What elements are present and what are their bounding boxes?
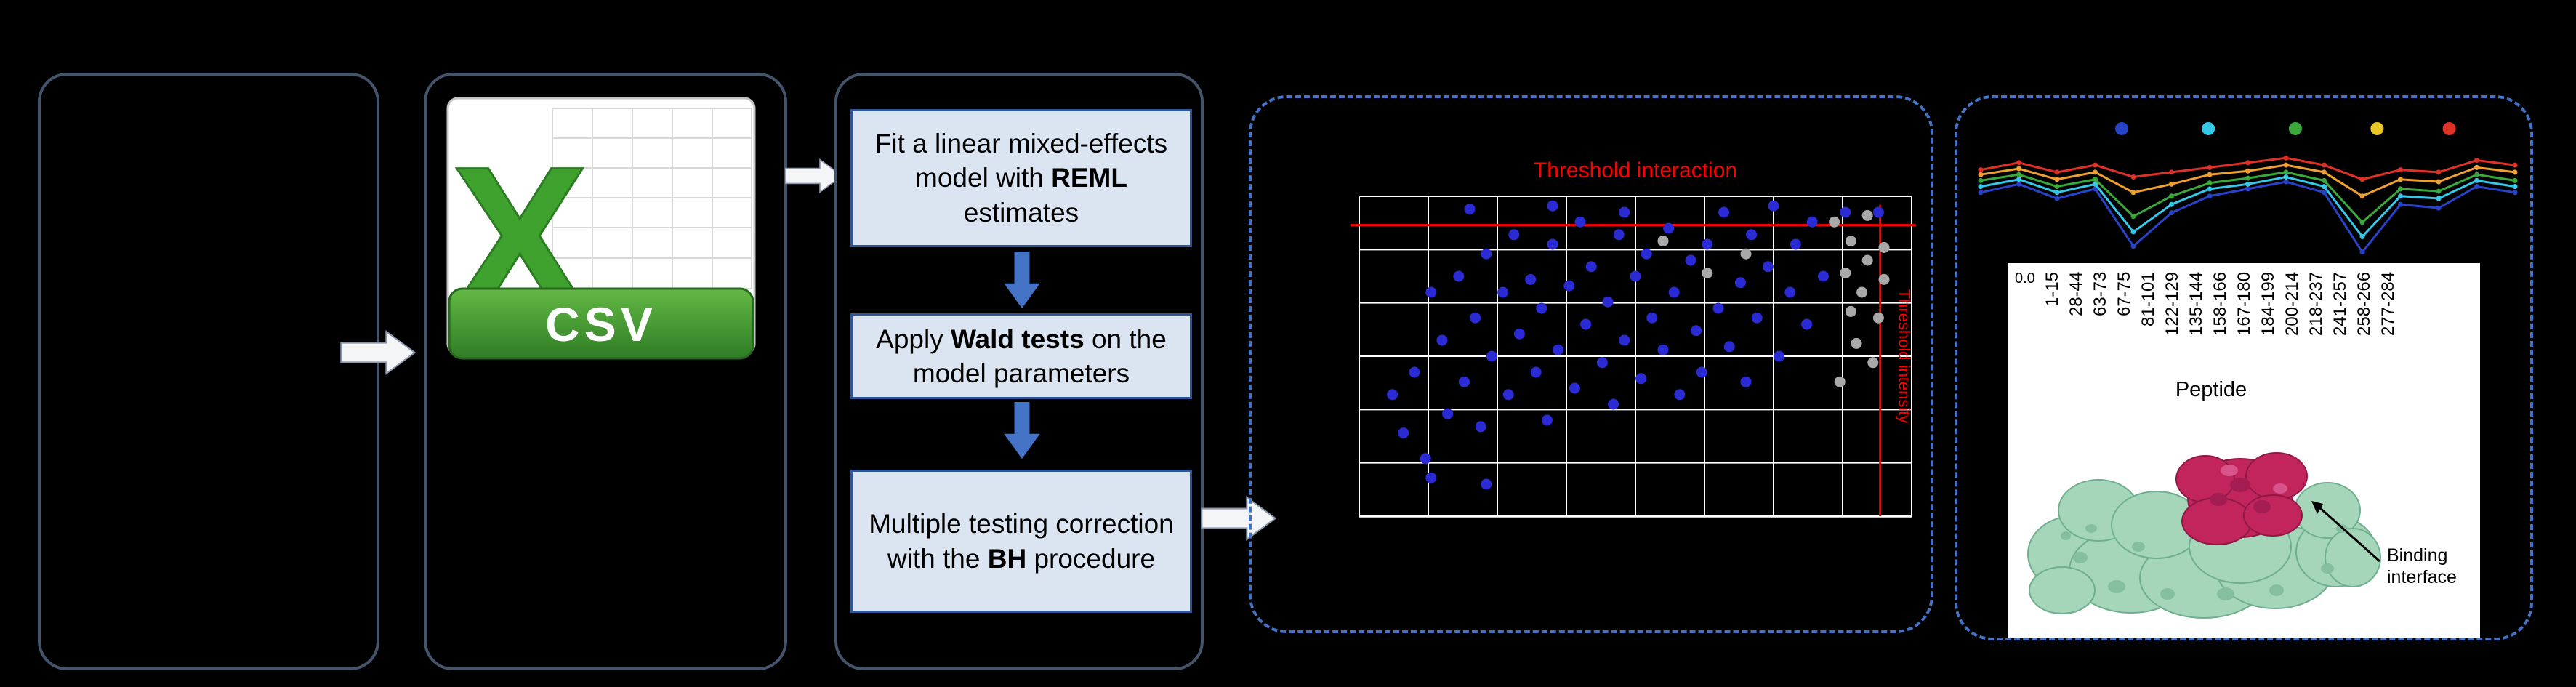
legend-dot-icon: [2202, 122, 2215, 135]
step-text-bold: REML: [1051, 163, 1127, 193]
peptide-tick-label: 135-144: [2186, 271, 2206, 336]
threshold-scatter-plot: Threshold interaction Threshold intensity: [1351, 158, 1916, 518]
peptide-tick-label: 200-214: [2282, 271, 2302, 336]
peptide-tick-label: 241-257: [2330, 271, 2350, 336]
csv-grid-lines: [552, 108, 752, 289]
csv-file-box: X CSV: [424, 73, 787, 670]
peptide-axis-panel: 0.0 1-15 28-44 63-73 67-75 81-101 122-129 135-…: [2008, 263, 2480, 638]
input-data-box: [38, 73, 379, 670]
step-text-bold: Wald tests: [951, 324, 1084, 354]
peptide-tick-label: 122-129: [2162, 271, 2182, 336]
peptide-tick-label: 1-15: [2042, 271, 2062, 307]
peptide-tick-label: 28-44: [2066, 271, 2086, 316]
arrow-down-icon: [1004, 402, 1040, 459]
peptide-tick-label: 158-166: [2210, 271, 2230, 336]
csv-banner: [448, 287, 754, 360]
legend-dot-icon: [2442, 122, 2456, 135]
vertical-threshold-label: Threshold intensity: [1896, 289, 1914, 424]
step-text: procedure: [1026, 543, 1156, 574]
legend-dot-icon: [2288, 122, 2302, 135]
peptide-tick-label: 218-237: [2306, 271, 2326, 336]
line-markers-green: [1978, 169, 2518, 225]
peptide-tick-label: 258-266: [2354, 271, 2374, 336]
arrow-right-icon: [785, 158, 843, 193]
binding-interface-arrow: [2311, 501, 2380, 563]
step-reml: Fit a linear mixed-effects model with RE…: [850, 109, 1192, 247]
peptide-tick-label: 63-73: [2090, 271, 2110, 316]
csv-file-icon: X CSV: [446, 97, 756, 360]
line-markers-cyan: [1978, 174, 2518, 239]
line-markers-orange: [1978, 162, 2518, 199]
arrow-right-icon: [1201, 496, 1277, 541]
protein-structure: [2027, 452, 2381, 619]
step-wald-text: Apply Wald tests on the model parameters: [863, 322, 1180, 391]
peptide-result-panel: [1955, 95, 2533, 640]
step-text: Apply: [876, 324, 951, 354]
x-axis-title: Peptide: [2175, 378, 2247, 401]
binding-interface-region: [2175, 452, 2308, 545]
scatter-points-filtered-gray: [1657, 209, 1890, 387]
peptide-tick-label: 81-101: [2138, 272, 2158, 326]
peptide-tick-label: 67-75: [2114, 271, 2134, 316]
legend-dot-icon: [2370, 122, 2384, 135]
legend-dot-icon: [2115, 122, 2129, 135]
step-reml-text: Fit a linear mixed-effects model with RE…: [863, 126, 1180, 230]
scatter-result-panel: [1249, 95, 1933, 633]
deuteration-line-chart: [1978, 122, 2518, 255]
scatter-title: Threshold interaction: [1534, 158, 1737, 182]
step-text: Fit a linear mixed-effects model with: [874, 128, 1168, 193]
step-wald: Apply Wald tests on the model parameters: [850, 313, 1192, 399]
step-bh: Multiple testing correction with the BH …: [850, 470, 1192, 613]
line-markers-red: [1978, 155, 2518, 182]
arrow-down-icon: [1004, 252, 1040, 309]
peptide-tick-label: 277-284: [2378, 271, 2398, 336]
step-text: Multiple testing correction with the: [869, 509, 1174, 574]
csv-banner-label: CSV: [545, 297, 657, 351]
arrow-right-icon: [340, 330, 416, 375]
binding-interface-label: Binding interface: [2387, 545, 2457, 587]
scatter-points-significant-blue: [1387, 200, 1884, 490]
model-steps-box: Fit a linear mixed-effects model with RE…: [834, 73, 1204, 670]
legend-dots: [2115, 122, 2456, 135]
step-text-bold: BH: [987, 543, 1027, 574]
line-markers-blue: [1978, 179, 2518, 255]
peptide-tick-label: 167-180: [2234, 271, 2254, 336]
y-axis-tick-label: 0.0: [2015, 270, 2035, 286]
step-text: estimates: [963, 197, 1079, 228]
peptide-tick-label: 184-199: [2258, 271, 2278, 336]
step-bh-text: Multiple testing correction with the BH …: [863, 507, 1180, 576]
peptide-tick-labels: 1-15 28-44 63-73 67-75 81-101 122-129 135-144 1…: [2008, 263, 2480, 394]
step-text: on the model parameters: [912, 324, 1167, 388]
scatter-grid: [1359, 196, 1912, 518]
